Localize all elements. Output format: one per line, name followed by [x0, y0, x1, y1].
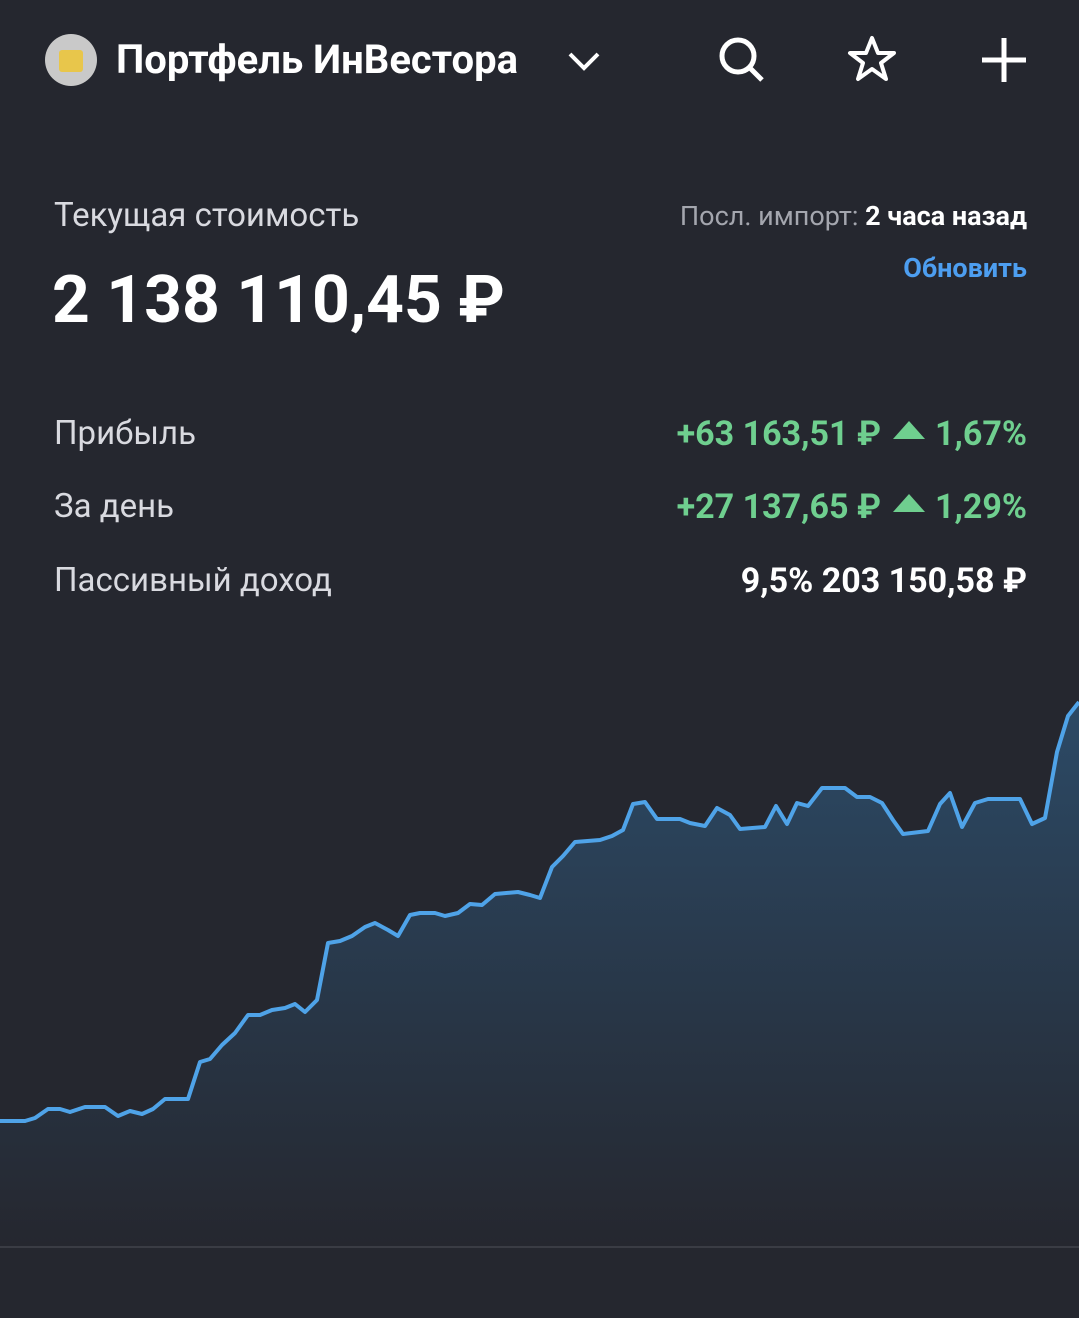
up-arrow [892, 421, 925, 439]
add-icon[interactable] [980, 36, 1028, 84]
portfolio-title[interactable]: Портфель ИнВестора [116, 36, 519, 83]
profit: +27 137,65 ₽ [676, 487, 881, 527]
profit: +63 163,51 ₽ [676, 414, 881, 454]
profit-percent: 1,29% [934, 487, 1027, 527]
passive-label: Пассивный доход [54, 561, 332, 600]
import-label: Посл. импорт: [679, 200, 859, 232]
passive-percent: 9,5% [740, 561, 814, 601]
refresh-link[interactable]: Обновить [903, 252, 1027, 284]
profit-percent: 1,67% [934, 414, 1027, 454]
passive-amount: 203 150,58 ₽ [821, 561, 1027, 601]
favorite-icon[interactable] [846, 34, 898, 84]
row-label: Прибыль [54, 414, 196, 453]
current-value: 2 138 110,45 ₽ [52, 262, 505, 339]
row-value: +63 163,51 ₽ 1,67% [677, 414, 1027, 454]
up-arrow [892, 494, 925, 512]
chart-area [0, 702, 1079, 1245]
row-label: За день [54, 487, 175, 526]
chart-line [0, 700, 1079, 1123]
row-value: +27 137,65 ₽ 1,29% [677, 487, 1027, 527]
import-time: 2 часа назад [865, 200, 1027, 232]
logo [45, 34, 97, 86]
passive-value: 9,5% 203 150,58 ₽ [741, 561, 1027, 601]
current-value-label: Текущая стоимость [54, 196, 360, 235]
dropdown-icon[interactable] [566, 48, 602, 76]
search-icon[interactable] [716, 34, 768, 86]
import-info: Посл. импорт: 2 часа назад [680, 200, 1027, 232]
